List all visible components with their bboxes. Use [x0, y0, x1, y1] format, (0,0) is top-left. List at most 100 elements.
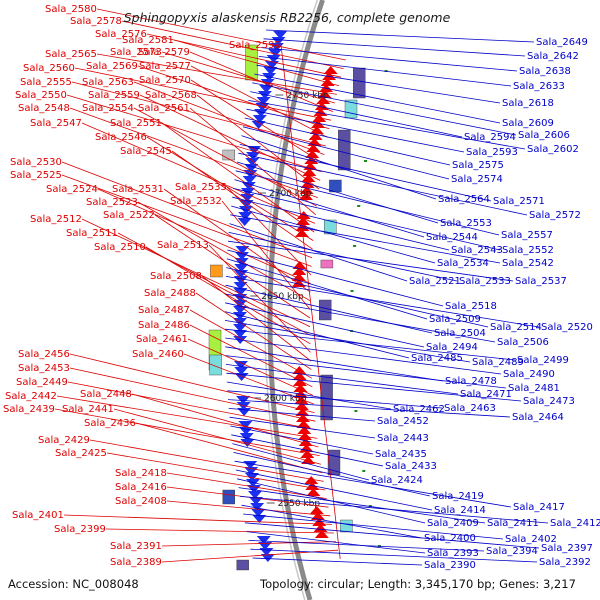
- reverse-gene-label: Sala_2581: [122, 35, 174, 46]
- gene-feature-box: [222, 489, 236, 505]
- gc-marker: [364, 160, 367, 162]
- reverse-gene-label: Sala_2401: [12, 510, 64, 521]
- reverse-gene-label: Sala_2449: [16, 377, 68, 388]
- forward-gene-arrow: [258, 542, 273, 550]
- reverse-leader-line: [137, 65, 330, 130]
- reverse-leader-line: [135, 422, 323, 474]
- reverse-gene-label: Sala_2399: [54, 524, 106, 535]
- forward-gene-arrow: [245, 479, 260, 487]
- reverse-leader-line: [190, 79, 324, 164]
- forward-gene-arrow: [236, 396, 251, 404]
- reverse-gene-label: Sala_2418: [115, 468, 167, 479]
- forward-leader-line: [226, 258, 428, 320]
- reverse-gene-label: Sala_2599: [229, 40, 281, 51]
- reverse-gene-label: Sala_2569: [86, 61, 138, 72]
- reverse-gene-arrow: [310, 512, 325, 520]
- reverse-gene-label: Sala_2513: [157, 240, 209, 251]
- reverse-gene-arrow: [304, 476, 319, 484]
- forward-gene-arrow: [245, 473, 260, 481]
- forward-gene-arrow: [233, 282, 248, 290]
- reverse-gene-arrow: [300, 180, 315, 188]
- forward-leader-line: [226, 381, 392, 410]
- forward-gene-label: Sala_2572: [529, 210, 581, 221]
- forward-leader-line: [250, 548, 538, 563]
- forward-leader-line: [234, 179, 425, 238]
- reverse-leader-line: [161, 122, 315, 233]
- gc-marker: [353, 245, 357, 247]
- ruler-label: 2700 kbp: [269, 189, 312, 199]
- reverse-gene-arrow: [293, 384, 308, 392]
- genome-title: Sphingopyxis alaskensis RB2256, complete…: [124, 10, 451, 25]
- gc-marker: [362, 470, 366, 472]
- reverse-leader-line: [61, 174, 312, 267]
- reverse-gene-label: Sala_2560: [23, 63, 75, 74]
- forward-leader-line: [252, 82, 517, 136]
- reverse-gene-arrow: [294, 229, 309, 237]
- forward-gene-label: Sala_2564: [438, 194, 490, 205]
- forward-leader-line: [248, 100, 526, 150]
- forward-gene-arrow: [233, 330, 248, 338]
- reverse-gene-label: Sala_2551: [110, 118, 162, 129]
- reverse-gene-label: Sala_2439: [3, 404, 55, 415]
- reverse-leader-line: [81, 122, 316, 224]
- forward-leader-line: [242, 126, 450, 180]
- reverse-gene-label: Sala_2510: [94, 242, 146, 253]
- forward-gene-label: Sala_2394: [486, 546, 538, 557]
- forward-gene-label: Sala_2602: [527, 144, 579, 155]
- reverse-leader-line: [137, 201, 311, 302]
- forward-leader-line: [232, 443, 370, 481]
- forward-gene-label: Sala_2504: [434, 328, 486, 339]
- reverse-leader-line: [145, 246, 311, 345]
- gene-feature-box: [320, 259, 334, 269]
- forward-gene-label: Sala_2485: [411, 353, 463, 364]
- reverse-gene-arrow: [300, 450, 315, 458]
- reverse-gene-arrow: [296, 217, 311, 225]
- reverse-leader-line: [189, 107, 317, 216]
- reverse-gene-label: Sala_2425: [55, 448, 107, 459]
- reverse-leader-line: [105, 528, 334, 534]
- reverse-leader-line: [139, 94, 321, 181]
- reverse-gene-arrow: [294, 396, 309, 404]
- forward-gene-label: Sala_2478: [445, 376, 497, 387]
- reverse-gene-label: Sala_2554: [82, 103, 134, 114]
- forward-leader-line: [261, 47, 518, 72]
- reverse-gene-label: Sala_2565: [45, 49, 97, 60]
- reverse-leader-line: [190, 65, 328, 138]
- forward-leader-line: [235, 469, 433, 511]
- reverse-gene-label: Sala_2511: [66, 228, 118, 239]
- reverse-gene-label: Sala_2522: [103, 210, 155, 221]
- reverse-gene-arrow: [306, 488, 321, 496]
- reverse-gene-label: Sala_2580: [45, 4, 97, 15]
- reverse-leader-line: [195, 292, 312, 370]
- forward-leader-line: [231, 434, 384, 467]
- forward-gene-label: Sala_2435: [375, 449, 427, 460]
- reverse-leader-line: [66, 94, 322, 173]
- reverse-gene-label: Sala_2525: [10, 170, 62, 181]
- reverse-gene-arrow: [292, 378, 307, 386]
- forward-gene-arrow: [239, 200, 254, 208]
- forward-gene-arrow: [259, 85, 274, 93]
- forward-gene-label: Sala_2606: [518, 130, 570, 141]
- forward-leader-line: [239, 144, 492, 202]
- reverse-leader-line: [63, 514, 333, 525]
- reverse-leader-line: [69, 353, 315, 413]
- forward-leader-line: [239, 496, 549, 524]
- genome-backbone: [267, 0, 325, 600]
- label-leader-lines: [54, 8, 549, 566]
- forward-leader-line: [225, 364, 459, 395]
- reverse-leader-line: [67, 381, 317, 431]
- forward-leader-line: [226, 372, 522, 402]
- forward-leader-line: [225, 302, 425, 348]
- forward-gene-label: Sala_2544: [426, 232, 478, 243]
- reverse-leader-line: [113, 408, 321, 465]
- reverse-leader-line: [166, 472, 327, 499]
- reverse-gene-label: Sala_2416: [115, 482, 167, 493]
- reverse-gene-label: Sala_2389: [110, 557, 162, 568]
- forward-gene-arrow: [252, 115, 267, 123]
- forward-leader-line: [233, 452, 431, 497]
- forward-gene-label: Sala_2411: [487, 518, 539, 529]
- reverse-gene-label: Sala_2561: [138, 103, 190, 114]
- reverse-gene-label: Sala_2545: [120, 146, 172, 157]
- forward-leader-line: [225, 346, 444, 382]
- forward-leader-line: [228, 399, 511, 418]
